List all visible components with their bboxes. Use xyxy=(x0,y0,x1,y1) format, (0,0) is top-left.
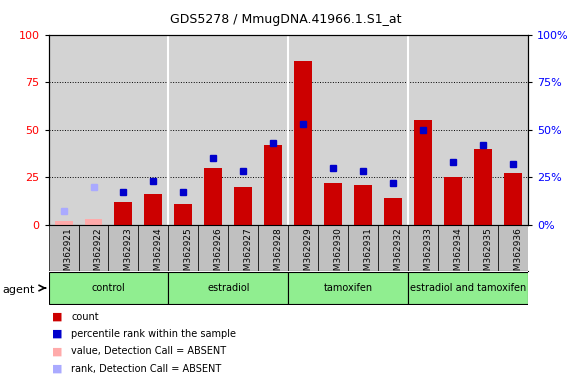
Bar xyxy=(55,221,73,225)
FancyBboxPatch shape xyxy=(378,225,408,271)
FancyBboxPatch shape xyxy=(408,225,439,271)
Text: ■: ■ xyxy=(52,329,62,339)
Bar xyxy=(114,202,132,225)
FancyBboxPatch shape xyxy=(138,225,168,271)
FancyBboxPatch shape xyxy=(319,225,348,271)
FancyBboxPatch shape xyxy=(288,225,319,271)
FancyBboxPatch shape xyxy=(408,273,528,303)
Text: count: count xyxy=(71,312,99,322)
Text: ■: ■ xyxy=(52,364,62,374)
Bar xyxy=(474,149,492,225)
Text: GSM362934: GSM362934 xyxy=(453,227,463,282)
Bar xyxy=(324,183,342,225)
Text: value, Detection Call = ABSENT: value, Detection Call = ABSENT xyxy=(71,346,227,356)
Bar xyxy=(264,145,282,225)
Text: GSM362924: GSM362924 xyxy=(154,227,163,281)
Bar xyxy=(354,185,372,225)
Text: GSM362933: GSM362933 xyxy=(423,227,432,282)
FancyBboxPatch shape xyxy=(168,225,199,271)
FancyBboxPatch shape xyxy=(228,225,258,271)
Text: GSM362930: GSM362930 xyxy=(333,227,343,282)
Bar xyxy=(144,194,162,225)
FancyBboxPatch shape xyxy=(199,225,228,271)
FancyBboxPatch shape xyxy=(79,225,108,271)
FancyBboxPatch shape xyxy=(439,225,468,271)
Text: estradiol: estradiol xyxy=(207,283,250,293)
Text: percentile rank within the sample: percentile rank within the sample xyxy=(71,329,236,339)
Text: GDS5278 / MmugDNA.41966.1.S1_at: GDS5278 / MmugDNA.41966.1.S1_at xyxy=(170,13,401,26)
Text: estradiol and tamoxifen: estradiol and tamoxifen xyxy=(410,283,526,293)
Text: GSM362923: GSM362923 xyxy=(123,227,132,282)
FancyBboxPatch shape xyxy=(498,225,528,271)
FancyBboxPatch shape xyxy=(348,225,378,271)
Text: GSM362931: GSM362931 xyxy=(363,227,372,282)
Text: tamoxifen: tamoxifen xyxy=(324,283,373,293)
Text: GSM362927: GSM362927 xyxy=(243,227,252,282)
FancyBboxPatch shape xyxy=(288,273,408,303)
Bar xyxy=(234,187,252,225)
FancyBboxPatch shape xyxy=(468,225,498,271)
Bar xyxy=(175,204,192,225)
FancyBboxPatch shape xyxy=(49,225,79,271)
Text: rank, Detection Call = ABSENT: rank, Detection Call = ABSENT xyxy=(71,364,222,374)
Text: control: control xyxy=(91,283,126,293)
Text: ■: ■ xyxy=(52,312,62,322)
FancyBboxPatch shape xyxy=(168,273,288,303)
FancyBboxPatch shape xyxy=(108,225,138,271)
Bar xyxy=(504,173,522,225)
FancyBboxPatch shape xyxy=(49,273,168,303)
Text: GSM362932: GSM362932 xyxy=(393,227,403,282)
Text: GSM362935: GSM362935 xyxy=(483,227,492,282)
Text: GSM362926: GSM362926 xyxy=(214,227,223,282)
Bar xyxy=(204,168,222,225)
Bar xyxy=(444,177,462,225)
Text: GSM362922: GSM362922 xyxy=(94,227,103,281)
Bar xyxy=(85,219,103,225)
Bar xyxy=(414,120,432,225)
Text: agent: agent xyxy=(3,285,35,295)
Bar xyxy=(384,198,402,225)
Text: GSM362921: GSM362921 xyxy=(63,227,73,282)
Text: GSM362929: GSM362929 xyxy=(303,227,312,282)
Text: GSM362925: GSM362925 xyxy=(183,227,192,282)
FancyBboxPatch shape xyxy=(258,225,288,271)
Text: GSM362928: GSM362928 xyxy=(274,227,283,282)
Text: GSM362936: GSM362936 xyxy=(513,227,522,282)
Text: ■: ■ xyxy=(52,346,62,356)
Bar xyxy=(295,61,312,225)
